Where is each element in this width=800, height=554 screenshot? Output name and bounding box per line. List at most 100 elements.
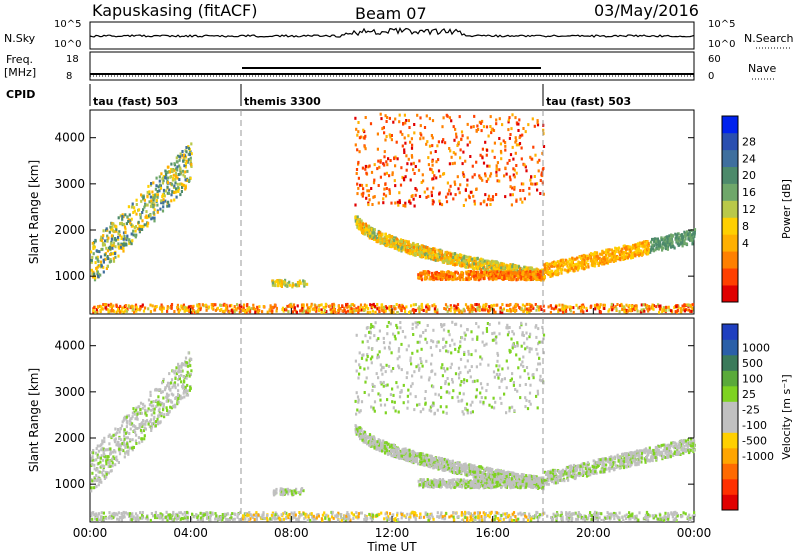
- heatmap-cell: [572, 306, 575, 310]
- heatmap-cell: [630, 305, 634, 309]
- heatmap-cell: [476, 265, 479, 269]
- heatmap-cell: [356, 220, 359, 224]
- heatmap-cell: [175, 175, 178, 179]
- heatmap-cell: [161, 209, 165, 213]
- heatmap-cell: [150, 217, 153, 221]
- heatmap-cell: [402, 246, 405, 250]
- heatmap-cell: [238, 306, 241, 310]
- heatmap-cell: [364, 134, 367, 138]
- heatmap-cell: [618, 310, 621, 314]
- heatmap-cell: [114, 463, 117, 467]
- heatmap-cell: [444, 141, 447, 145]
- heatmap-cell: [469, 277, 472, 281]
- heatmap-cell: [561, 258, 564, 262]
- heatmap-cell: [521, 200, 524, 204]
- heatmap-cell: [163, 415, 166, 419]
- heatmap-cell: [170, 162, 173, 166]
- heatmap-cell: [533, 270, 536, 274]
- heatmap-cell: [625, 517, 628, 520]
- heatmap-cell: [634, 252, 637, 255]
- heatmap-cell: [170, 400, 174, 404]
- heatmap-cell: [140, 430, 143, 434]
- heatmap-cell: [269, 304, 272, 308]
- heatmap-cell: [110, 221, 113, 225]
- heatmap-cell: [176, 165, 179, 169]
- heatmap-cell: [419, 116, 422, 120]
- heatmap-cell: [115, 443, 118, 447]
- heatmap-cell: [133, 310, 136, 314]
- heatmap-cell: [159, 389, 162, 392]
- heatmap-cell: [150, 199, 153, 203]
- heatmap-cell: [454, 152, 457, 156]
- heatmap-cell: [536, 160, 539, 164]
- heatmap-cell: [126, 442, 129, 446]
- heatmap-cell: [357, 176, 360, 180]
- heatmap-cell: [513, 187, 516, 191]
- heatmap-cell: [554, 261, 557, 265]
- heatmap-cell: [687, 303, 690, 307]
- heatmap-cell: [528, 192, 531, 196]
- heatmap-cell: [393, 242, 396, 246]
- heatmap-cell: [623, 310, 626, 314]
- heatmap-cell: [436, 308, 439, 312]
- heatmap-cell: [166, 185, 169, 189]
- heatmap-cell: [501, 262, 504, 266]
- heatmap-cell: [122, 246, 125, 250]
- heatmap-cell: [495, 122, 498, 126]
- heatmap-cell: [514, 136, 517, 140]
- heatmap-cell: [427, 156, 430, 160]
- heatmap-cell: [100, 480, 103, 484]
- heatmap-cell: [660, 238, 663, 242]
- heatmap-cell: [155, 184, 158, 188]
- heatmap-cell: [408, 245, 411, 249]
- heatmap-cell: [679, 307, 682, 310]
- heatmap-cell: [137, 208, 141, 212]
- heatmap-cell: [123, 416, 126, 420]
- heatmap-cell: [504, 148, 507, 152]
- heatmap-cell: [471, 164, 474, 168]
- heatmap-cell: [661, 242, 664, 246]
- heatmap-cell: [125, 436, 128, 440]
- heatmap-cell: [361, 231, 365, 235]
- heatmap-cell: [570, 261, 573, 265]
- heatmap-cell: [489, 125, 492, 128]
- heatmap-cell: [518, 142, 522, 145]
- heatmap-cell: [412, 197, 415, 201]
- heatmap-cell: [530, 157, 533, 161]
- heatmap-cell: [165, 406, 168, 410]
- heatmap-cell: [105, 462, 108, 466]
- heatmap-cell: [191, 306, 194, 310]
- heatmap-cell: [252, 306, 255, 310]
- heatmap-cell: [480, 267, 483, 271]
- heatmap-cell: [455, 132, 458, 136]
- heatmap-cell: [512, 173, 515, 177]
- heatmap-cell: [689, 235, 692, 239]
- heatmap-cell: [640, 249, 643, 253]
- heatmap-cell: [132, 424, 135, 428]
- heatmap-cell: [582, 255, 585, 259]
- heatmap-cell: [567, 266, 570, 270]
- heatmap-cell: [601, 257, 604, 261]
- heatmap-cell: [383, 240, 386, 244]
- heatmap-cell: [91, 275, 95, 279]
- heatmap-cell: [478, 176, 481, 180]
- heatmap-cell: [185, 393, 188, 397]
- heatmap-cell: [343, 309, 346, 312]
- heatmap-cell: [368, 198, 371, 202]
- heatmap-cell: [371, 237, 374, 240]
- heatmap-cell: [123, 430, 126, 434]
- nsearch-tick-high: 10^5: [708, 19, 735, 30]
- colorbar-segment: [722, 149, 738, 168]
- heatmap-cell: [409, 201, 412, 205]
- heatmap-cell: [139, 307, 142, 311]
- heatmap-cell: [416, 243, 419, 246]
- heatmap-cell: [585, 308, 588, 312]
- heatmap-cell: [109, 304, 112, 308]
- heatmap-cell: [642, 303, 645, 307]
- heatmap-cell: [486, 164, 489, 168]
- heatmap-cell: [565, 309, 568, 313]
- heatmap-cell: [469, 270, 472, 274]
- heatmap-cell: [384, 138, 387, 142]
- heatmap-cell: [447, 261, 450, 265]
